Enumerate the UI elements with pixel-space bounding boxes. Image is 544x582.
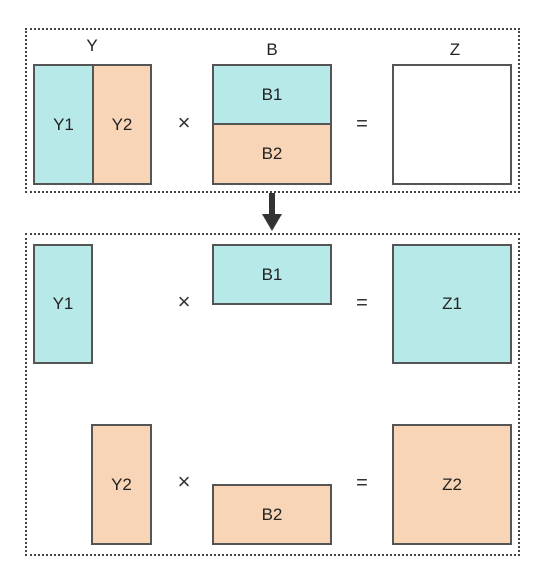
row2-z2-block: Z2 — [392, 424, 512, 545]
label-b: B — [266, 40, 278, 59]
row1-b1-block: B1 — [212, 244, 332, 305]
row1-times-sign: × — [177, 289, 191, 314]
row1-y1-block: Y1 — [33, 244, 93, 364]
label-z: Z — [449, 40, 461, 59]
row2-times-sign: × — [177, 469, 191, 494]
row1-z1-block: Z1 — [392, 244, 512, 364]
row2-y2-block: Y2 — [91, 424, 152, 545]
top-b1-block: B1 — [212, 64, 332, 125]
top-times-sign: × — [177, 110, 191, 135]
top-z-block — [392, 64, 512, 185]
bottom-frame — [25, 233, 520, 556]
top-y2-block: Y2 — [92, 64, 152, 185]
top-frame — [25, 28, 520, 193]
row1-equals-sign: = — [356, 292, 368, 314]
row2-equals-sign: = — [356, 472, 368, 494]
label-y: Y — [86, 36, 98, 55]
top-b2-block: B2 — [212, 123, 332, 185]
row2-b2-block: B2 — [212, 484, 332, 545]
top-y1-block: Y1 — [33, 64, 94, 185]
down-arrow-icon — [262, 193, 282, 231]
top-equals-sign: = — [356, 113, 368, 135]
